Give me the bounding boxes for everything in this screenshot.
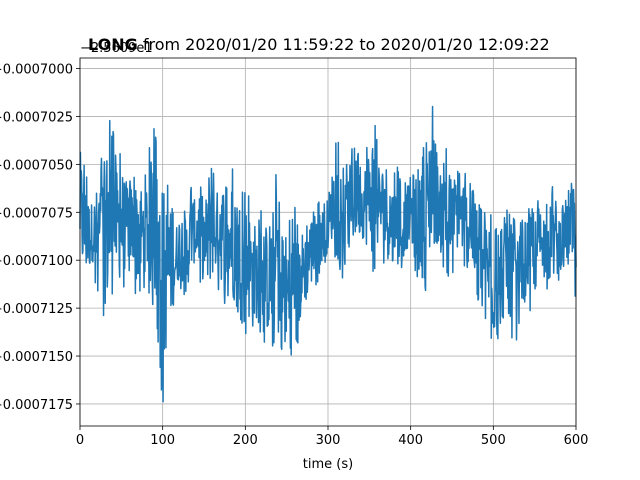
x-tick-label: 500 (481, 433, 506, 448)
y-tick-label: −0.0007175 (0, 398, 73, 413)
x-tick-label: 300 (316, 433, 341, 448)
y-offset-label: −2.5609e1 (80, 41, 153, 56)
y-tick-label: −0.0007100 (0, 254, 73, 269)
chart-title-bold: LONG (88, 35, 138, 54)
x-tick-label: 600 (564, 433, 589, 448)
y-tick-label: −0.0007050 (0, 158, 73, 173)
x-tick-label: 200 (233, 433, 258, 448)
series-line (79, 105, 577, 403)
x-tick-label: 100 (150, 433, 175, 448)
y-tick-label: −0.0007125 (0, 302, 73, 317)
chart-title: LONG from 2020/01/20 11:59:22 to 2020/01… (88, 35, 550, 54)
chart-title-rest: from 2020/01/20 11:59:22 to 2020/01/20 1… (138, 35, 550, 54)
series-layer (79, 105, 577, 403)
y-tick-label: −0.0007150 (0, 350, 73, 365)
x-tick-label: 0 (76, 433, 84, 448)
y-tick-label: −0.0007000 (0, 63, 73, 78)
x-axis: 0 100 200 300 400 500 600 (76, 426, 589, 448)
y-tick-label: −0.0007025 (0, 110, 73, 125)
x-tick-label: 400 (398, 433, 423, 448)
y-tick-label: −0.0007075 (0, 206, 73, 221)
x-axis-label: time (s) (303, 457, 353, 472)
y-axis: −0.0007000 −0.0007025 −0.0007050 −0.0007075… (0, 63, 80, 413)
